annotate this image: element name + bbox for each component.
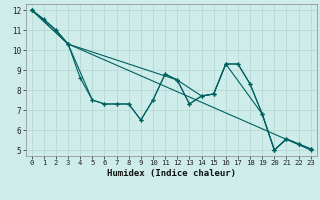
X-axis label: Humidex (Indice chaleur): Humidex (Indice chaleur)	[107, 169, 236, 178]
